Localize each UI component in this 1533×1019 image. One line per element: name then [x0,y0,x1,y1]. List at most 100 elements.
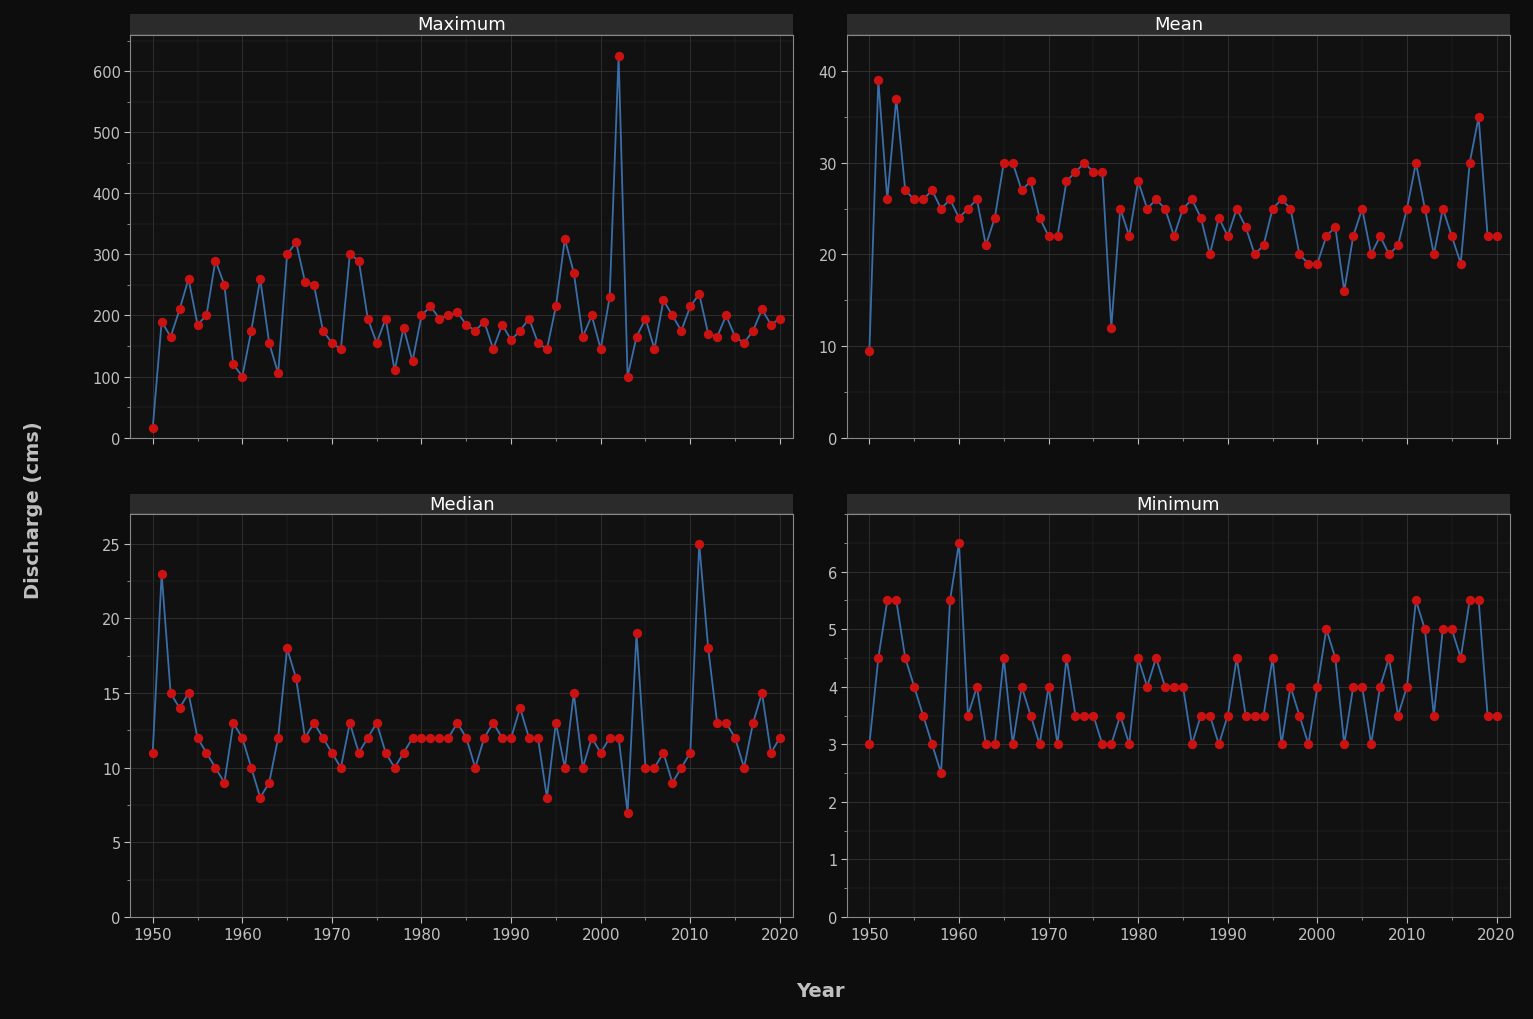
Point [1081,165,1105,181]
Point [875,193,900,209]
Point [768,311,793,327]
Point [857,343,881,360]
Point [535,341,560,358]
Point [435,730,460,746]
Point [678,299,702,315]
Point [1118,228,1142,245]
Point [938,593,963,609]
Point [1395,679,1420,695]
Point [248,790,273,806]
Point [391,320,415,336]
Point [472,314,497,330]
Point [1072,156,1096,172]
Point [740,715,765,732]
Point [507,700,532,716]
Point [400,730,425,746]
Point [1046,228,1070,245]
Point [463,323,487,339]
Point [391,745,415,761]
Point [1260,202,1285,218]
Point [328,760,353,776]
Point [705,715,730,732]
Point [714,715,739,732]
Point [1404,156,1429,172]
Point [419,730,443,746]
Point [1377,247,1401,263]
Point [1242,247,1266,263]
Point [1027,211,1052,227]
Point [517,730,541,746]
Point [1358,737,1383,753]
Point [507,323,532,339]
Point [498,730,523,746]
Point [1323,219,1348,235]
Point [598,730,622,746]
Point [176,686,201,702]
Point [212,277,236,293]
Point [589,341,613,358]
Point [1421,247,1446,263]
Point [1467,110,1492,126]
Point [498,332,523,348]
Point [885,92,909,108]
Point [731,760,756,776]
Point [1484,707,1508,723]
Point [901,679,926,695]
Point [1439,228,1464,245]
Point [346,745,371,761]
Point [328,341,353,358]
Point [1295,737,1320,753]
Point [1314,622,1338,638]
Point [400,354,425,370]
Point [955,202,980,218]
Point [1018,707,1042,723]
Point [141,745,166,761]
Point [1055,650,1079,666]
Point [624,626,648,642]
Point [337,715,362,732]
Point [374,745,399,761]
Point [570,760,595,776]
Point [1430,202,1455,218]
Point [615,369,639,385]
Point [1412,622,1436,638]
Point [1197,247,1222,263]
Point [561,265,586,281]
Point [293,274,317,290]
Point [1351,679,1375,695]
Point [892,650,917,666]
Point [302,715,327,732]
Point [633,760,658,776]
Point [284,671,308,687]
Point [1242,707,1266,723]
Point [454,730,478,746]
Point [195,745,219,761]
Point [570,329,595,345]
Point [221,715,245,732]
Text: Mean: Mean [1154,16,1203,35]
Point [1449,650,1473,666]
Point [964,679,989,695]
Point [929,765,954,782]
Point [911,193,935,209]
Point [195,308,219,324]
Point [1197,707,1222,723]
Point [1001,156,1026,172]
Point [491,730,515,746]
Point [750,302,774,318]
Point [1475,228,1499,245]
Point [1108,707,1133,723]
Point [920,183,944,200]
Point [768,730,793,746]
Point [535,790,560,806]
Point [661,308,685,324]
Point [204,760,228,776]
Point [1125,650,1150,666]
Point [1279,202,1303,218]
Point [633,311,658,327]
Point [1009,183,1033,200]
Point [320,745,345,761]
Point [983,211,1007,227]
Point [1018,174,1042,191]
Point [1367,228,1392,245]
